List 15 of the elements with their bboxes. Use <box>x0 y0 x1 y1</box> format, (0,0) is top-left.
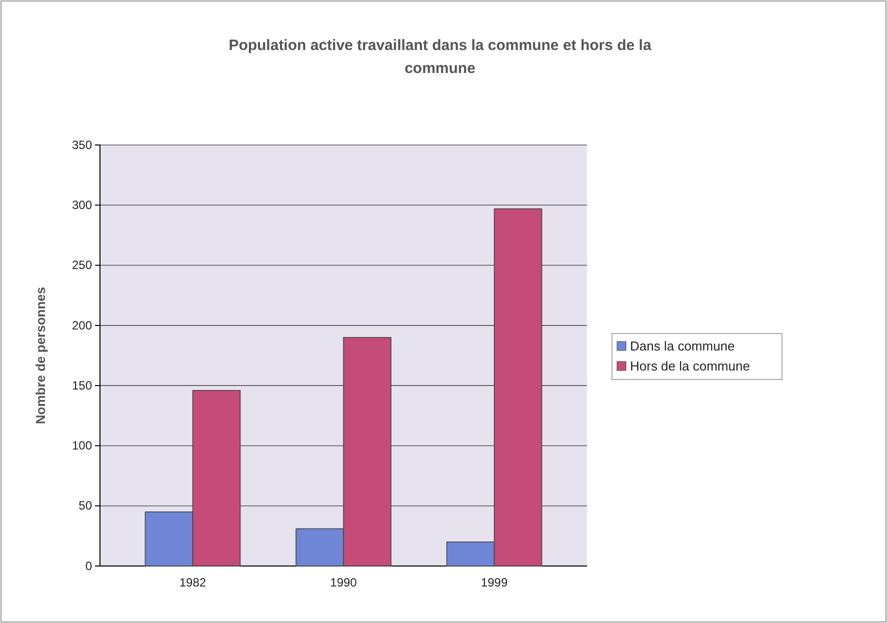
x-tick-label: 1999 <box>480 576 508 590</box>
y-tick-label: 300 <box>72 198 92 212</box>
chart-title: Population active travaillant dans la commune et hors de la commune <box>228 37 652 77</box>
y-tick-label: 0 <box>85 558 92 573</box>
y-tick-label: 250 <box>72 258 92 272</box>
x-tick-label: 1982 <box>179 576 206 590</box>
y-tick-label: 200 <box>72 318 92 332</box>
y-tick-label: 350 <box>72 138 92 152</box>
x-tick-label: 1990 <box>330 576 358 590</box>
y-tick-label: 150 <box>72 378 92 392</box>
legend-label: Hors de la commune <box>630 358 750 374</box>
y-axis-title: Nombre de personnes <box>33 286 48 424</box>
y-tick-label: 50 <box>78 498 92 513</box>
y-tick-label: 100 <box>72 438 92 453</box>
legend-label: Dans la commune <box>630 338 735 354</box>
